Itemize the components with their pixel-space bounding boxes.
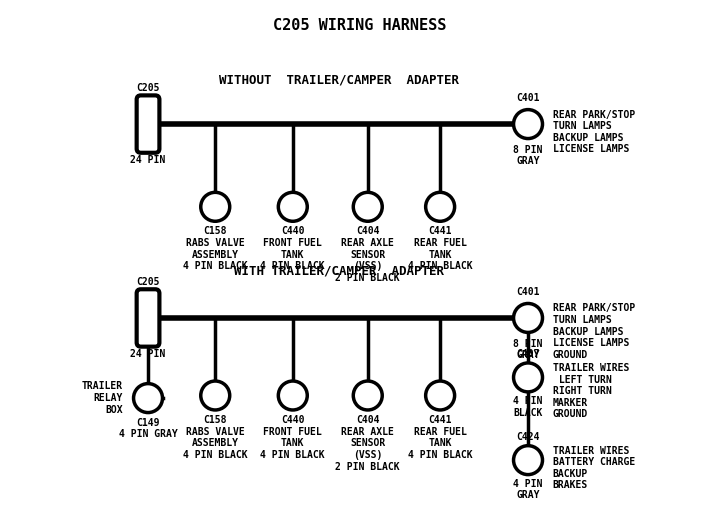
Circle shape [201, 381, 230, 410]
Text: C205: C205 [136, 83, 160, 93]
Circle shape [513, 303, 542, 332]
Circle shape [201, 192, 230, 221]
Text: C440
FRONT FUEL
TANK
4 PIN BLACK: C440 FRONT FUEL TANK 4 PIN BLACK [261, 415, 325, 460]
Text: 24 PIN: 24 PIN [130, 155, 166, 165]
Text: C401: C401 [516, 287, 540, 297]
Text: C440
FRONT FUEL
TANK
4 PIN BLACK: C440 FRONT FUEL TANK 4 PIN BLACK [261, 226, 325, 271]
Text: C407: C407 [516, 349, 540, 359]
Text: C158
RABS VALVE
ASSEMBLY
4 PIN BLACK: C158 RABS VALVE ASSEMBLY 4 PIN BLACK [183, 226, 248, 271]
Text: 8 PIN
GRAY: 8 PIN GRAY [513, 145, 543, 166]
Text: C158
RABS VALVE
ASSEMBLY
4 PIN BLACK: C158 RABS VALVE ASSEMBLY 4 PIN BLACK [183, 415, 248, 460]
Text: REAR PARK/STOP
TURN LAMPS
BACKUP LAMPS
LICENSE LAMPS
GROUND: REAR PARK/STOP TURN LAMPS BACKUP LAMPS L… [553, 303, 635, 360]
Text: TRAILER
RELAY
BOX: TRAILER RELAY BOX [82, 382, 123, 415]
Circle shape [354, 381, 382, 410]
Text: WITHOUT  TRAILER/CAMPER  ADAPTER: WITHOUT TRAILER/CAMPER ADAPTER [220, 73, 459, 87]
Text: REAR PARK/STOP
TURN LAMPS
BACKUP LAMPS
LICENSE LAMPS: REAR PARK/STOP TURN LAMPS BACKUP LAMPS L… [553, 110, 635, 155]
Circle shape [513, 446, 542, 475]
Circle shape [426, 192, 454, 221]
Circle shape [513, 363, 542, 392]
Text: C401: C401 [516, 94, 540, 103]
Text: WITH TRAILER/CAMPER  ADAPTER: WITH TRAILER/CAMPER ADAPTER [234, 265, 444, 278]
FancyBboxPatch shape [137, 95, 159, 153]
Text: C205 WIRING HARNESS: C205 WIRING HARNESS [274, 18, 446, 33]
Circle shape [133, 384, 163, 413]
Text: 8 PIN
GRAY: 8 PIN GRAY [513, 339, 543, 360]
Text: TRAILER WIRES
BATTERY CHARGE
BACKUP
BRAKES: TRAILER WIRES BATTERY CHARGE BACKUP BRAK… [553, 446, 635, 491]
Text: C404
REAR AXLE
SENSOR
(VSS)
2 PIN BLACK: C404 REAR AXLE SENSOR (VSS) 2 PIN BLACK [336, 415, 400, 472]
Text: C441
REAR FUEL
TANK
4 PIN BLACK: C441 REAR FUEL TANK 4 PIN BLACK [408, 415, 472, 460]
Text: C149
4 PIN GRAY: C149 4 PIN GRAY [119, 418, 177, 439]
Text: 4 PIN
GRAY: 4 PIN GRAY [513, 479, 543, 500]
Text: 24 PIN: 24 PIN [130, 348, 166, 359]
Circle shape [513, 110, 542, 139]
Text: 4 PIN
BLACK: 4 PIN BLACK [513, 396, 543, 418]
FancyBboxPatch shape [137, 290, 159, 346]
Text: C205: C205 [136, 277, 160, 287]
Text: C441
REAR FUEL
TANK
4 PIN BLACK: C441 REAR FUEL TANK 4 PIN BLACK [408, 226, 472, 271]
Text: TRAILER WIRES
 LEFT TURN
RIGHT TURN
MARKER
GROUND: TRAILER WIRES LEFT TURN RIGHT TURN MARKE… [553, 363, 629, 419]
Text: C404
REAR AXLE
SENSOR
(VSS)
2 PIN BLACK: C404 REAR AXLE SENSOR (VSS) 2 PIN BLACK [336, 226, 400, 283]
Circle shape [279, 192, 307, 221]
Circle shape [426, 381, 454, 410]
Text: C424: C424 [516, 432, 540, 442]
Circle shape [354, 192, 382, 221]
Circle shape [279, 381, 307, 410]
